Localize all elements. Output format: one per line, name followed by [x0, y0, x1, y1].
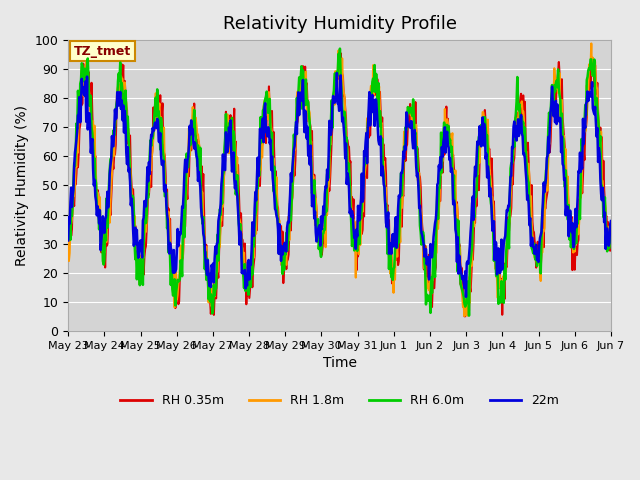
X-axis label: Time: Time — [323, 356, 356, 370]
Text: TZ_tmet: TZ_tmet — [74, 45, 131, 58]
Y-axis label: Relativity Humidity (%): Relativity Humidity (%) — [15, 105, 29, 266]
Title: Relativity Humidity Profile: Relativity Humidity Profile — [223, 15, 456, 33]
Legend: RH 0.35m, RH 1.8m, RH 6.0m, 22m: RH 0.35m, RH 1.8m, RH 6.0m, 22m — [115, 389, 564, 412]
